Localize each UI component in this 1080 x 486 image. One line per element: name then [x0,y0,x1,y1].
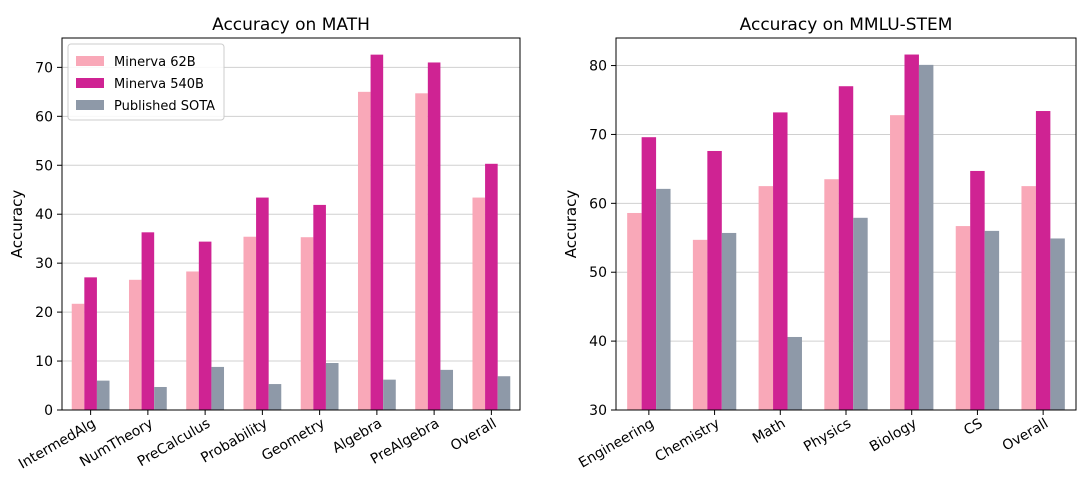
bar-minerva-540b-chemistry [707,150,722,410]
bar-published-sota-overall [1050,238,1065,410]
x-tick-label: Geometry [259,416,327,465]
legend: Minerva 62B Minerva 540B Published SOTA [67,43,225,121]
bar-published-sota-prealgebra [440,369,454,410]
y-tick-label: 40 [35,207,53,223]
bar-published-sota-cs [984,230,1000,410]
y-tick-label: 40 [589,334,607,350]
y-tick-label: 30 [589,403,607,419]
bar-minerva-62b-probability [243,236,257,410]
bar-minerva-62b-algebra [357,91,371,410]
x-tick-label: Biology [867,416,920,456]
bar-minerva-62b-geometry [300,237,314,410]
bar-published-sota-engineering [656,188,671,410]
legend-label: Minerva 62B [114,55,196,70]
bar-minerva-62b-intermedalg [71,303,85,410]
legend-label: Minerva 540B [114,77,204,92]
bar-minerva-540b-numtheory [141,232,155,410]
y-tick-label: 0 [44,403,53,419]
y-tick-label: 60 [35,109,53,125]
chart-title: Accuracy on MMLU-STEM [740,15,953,35]
legend-label: Published SOTA [114,99,215,114]
y-tick-label: 20 [35,305,53,321]
bar-minerva-540b-engineering [641,137,657,410]
bar-minerva-540b-algebra [370,54,384,411]
bar-minerva-62b-overall [472,197,486,410]
bar-minerva-62b-biology [890,115,905,411]
legend-box [67,43,225,121]
x-tick-label: Engineering [576,416,657,472]
bar-published-sota-numtheory [154,386,167,410]
plot-frame [61,37,521,411]
y-tick-label: 80 [589,59,607,75]
bar-minerva-62b-precalculus [186,271,199,410]
bar-published-sota-intermedalg [96,380,110,410]
bar-minerva-62b-prealgebra [415,93,428,411]
legend-swatch [76,78,104,88]
x-tick-label: Math [750,416,788,447]
bar-minerva-540b-overall [485,163,498,410]
bar-published-sota-overall [497,376,511,410]
x-tick-label: Physics [801,416,854,456]
bar-published-sota-math [787,336,802,410]
bar-published-sota-biology [918,64,934,410]
bar-minerva-62b-cs [955,226,971,410]
bar-minerva-540b-overall [1035,111,1051,411]
bar-minerva-540b-precalculus [198,241,212,410]
x-tick-label: Overall [448,416,499,455]
bar-published-sota-algebra [383,379,396,410]
bar-minerva-62b-engineering [627,212,642,410]
bar-minerva-540b-physics [838,86,854,410]
bar-minerva-62b-chemistry [692,239,708,410]
bar-minerva-540b-prealgebra [427,62,441,410]
bar-published-sota-chemistry [721,232,737,410]
chart-title: Accuracy on MATH [212,15,370,35]
x-tick-label: CS [961,416,985,439]
legend-swatch [76,56,104,66]
chart-1: 010203040506070IntermedAlgNumTheoryPreCa… [8,15,521,473]
bar-minerva-540b-math [773,112,788,411]
bar-minerva-540b-biology [904,54,919,411]
legend-swatch [76,100,104,110]
x-tick-label: Overall [1000,416,1051,455]
y-tick-label: 70 [589,127,607,143]
bar-published-sota-precalculus [211,366,225,410]
y-tick-label: 50 [35,158,53,174]
bar-minerva-540b-intermedalg [84,277,97,410]
bar-published-sota-geometry [325,363,339,410]
x-tick-label: Chemistry [653,416,723,466]
bar-minerva-62b-numtheory [128,279,142,410]
bar-minerva-540b-probability [256,197,269,410]
bar-minerva-62b-math [758,186,774,410]
y-tick-label: 50 [589,265,607,281]
bar-minerva-62b-overall [1021,186,1036,410]
bar-minerva-540b-cs [970,170,985,410]
y-tick-label: 70 [35,60,53,76]
bar-published-sota-physics [853,217,868,410]
bar-minerva-540b-geometry [313,204,326,410]
y-tick-label: 60 [589,196,607,212]
y-tick-label: 10 [35,354,53,370]
y-axis-label: Accuracy [8,190,26,259]
y-axis-label: Accuracy [562,190,580,259]
y-tick-label: 30 [35,256,53,272]
bar-published-sota-probability [268,384,282,410]
bar-minerva-62b-physics [824,179,839,410]
